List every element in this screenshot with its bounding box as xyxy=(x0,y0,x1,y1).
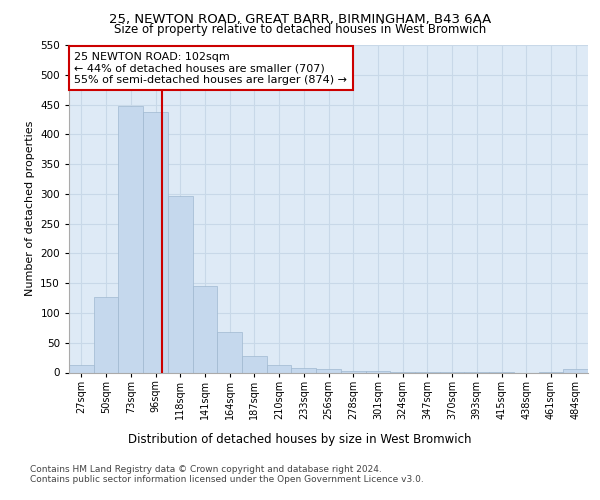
Bar xyxy=(292,368,316,372)
Bar xyxy=(217,332,242,372)
Bar xyxy=(69,366,94,372)
Text: 25, NEWTON ROAD, GREAT BARR, BIRMINGHAM, B43 6AA: 25, NEWTON ROAD, GREAT BARR, BIRMINGHAM,… xyxy=(109,12,491,26)
Text: Contains public sector information licensed under the Open Government Licence v3: Contains public sector information licen… xyxy=(30,475,424,484)
Bar xyxy=(267,365,292,372)
Bar xyxy=(563,369,588,372)
Y-axis label: Number of detached properties: Number of detached properties xyxy=(25,121,35,296)
Bar xyxy=(242,356,267,372)
Bar xyxy=(94,297,118,372)
Bar xyxy=(143,112,168,372)
Bar xyxy=(118,106,143,372)
Bar xyxy=(193,286,217,372)
Text: Size of property relative to detached houses in West Bromwich: Size of property relative to detached ho… xyxy=(114,22,486,36)
Bar xyxy=(316,369,341,372)
Bar xyxy=(168,196,193,372)
Text: Distribution of detached houses by size in West Bromwich: Distribution of detached houses by size … xyxy=(128,432,472,446)
Text: Contains HM Land Registry data © Crown copyright and database right 2024.: Contains HM Land Registry data © Crown c… xyxy=(30,465,382,474)
Text: 25 NEWTON ROAD: 102sqm
← 44% of detached houses are smaller (707)
55% of semi-de: 25 NEWTON ROAD: 102sqm ← 44% of detached… xyxy=(74,52,347,84)
